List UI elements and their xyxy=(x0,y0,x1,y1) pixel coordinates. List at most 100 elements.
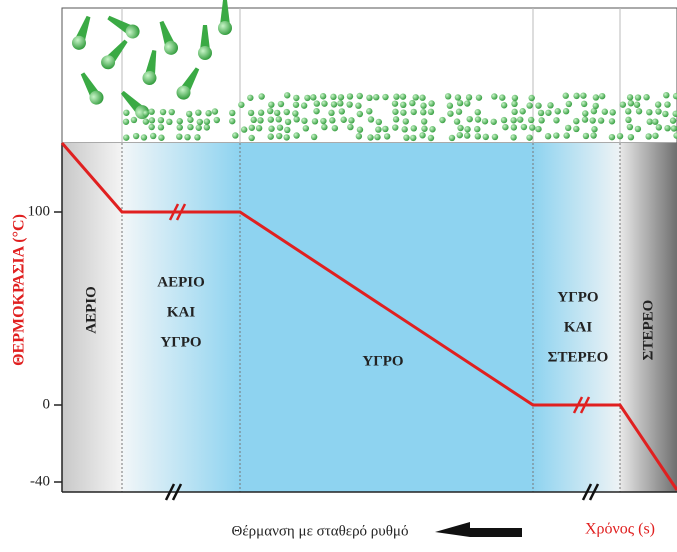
particle xyxy=(545,110,551,116)
particle xyxy=(310,94,316,100)
particle xyxy=(563,93,569,99)
x-axis-label: Χρόνος (s) xyxy=(585,521,655,538)
particle xyxy=(535,102,541,108)
particle xyxy=(400,109,406,115)
particle xyxy=(589,117,595,123)
particle xyxy=(439,117,445,123)
phase-label: ΣΤΕΡΕΟ xyxy=(548,349,609,365)
particle xyxy=(627,94,633,100)
particle xyxy=(511,109,517,115)
particle xyxy=(148,108,154,114)
phase-label: ΚΑΙ xyxy=(564,319,593,335)
particle xyxy=(374,134,380,140)
particle xyxy=(303,125,309,131)
particle xyxy=(512,95,518,101)
particle xyxy=(348,117,354,123)
particle xyxy=(573,118,579,124)
particle xyxy=(636,108,642,114)
y-axis-label: ΘΕΡΜΟΚΡΑΣΙΑ (°C) xyxy=(11,214,28,366)
particle xyxy=(457,125,463,131)
particle xyxy=(321,100,327,106)
particle xyxy=(204,118,210,124)
particle xyxy=(366,108,372,114)
particle xyxy=(457,132,463,138)
particle xyxy=(169,109,175,115)
particle xyxy=(535,126,541,132)
particle xyxy=(553,132,559,138)
particle xyxy=(268,101,274,107)
particle xyxy=(257,117,263,123)
particle xyxy=(598,117,604,123)
particle xyxy=(421,118,427,124)
phase-label: ΑΕΡΙΟ xyxy=(157,274,205,290)
particle xyxy=(196,125,202,131)
particle xyxy=(664,125,670,131)
particle xyxy=(475,109,481,115)
particle xyxy=(581,101,587,107)
particle xyxy=(277,124,283,130)
particle xyxy=(655,101,661,107)
particle xyxy=(329,117,335,123)
particle xyxy=(428,100,434,106)
particle xyxy=(593,94,599,100)
particle xyxy=(321,124,327,130)
particle xyxy=(628,134,634,140)
particle xyxy=(392,124,398,130)
particle xyxy=(610,109,616,115)
arrow xyxy=(435,522,522,537)
particle xyxy=(212,108,218,114)
particle xyxy=(195,109,201,115)
particle xyxy=(447,110,453,116)
diagram: 100 0 -40 ΘΕΡΜΟΚΡΑΣΙΑ (°C) ΑΕΡΙΟ ΑΕΡΙΟ Κ… xyxy=(0,0,677,552)
particle xyxy=(419,132,425,138)
particle xyxy=(583,133,589,139)
particle xyxy=(655,108,661,114)
particle xyxy=(582,110,588,116)
phase-label: ΚΑΙ xyxy=(167,304,196,320)
particle xyxy=(293,95,299,101)
particle xyxy=(293,116,299,122)
particle xyxy=(241,126,247,132)
particle xyxy=(656,124,662,130)
particle xyxy=(285,119,291,125)
particle xyxy=(501,117,507,123)
particle xyxy=(670,117,676,123)
particle xyxy=(367,134,373,140)
particle xyxy=(526,102,532,108)
particle xyxy=(278,101,284,107)
particle xyxy=(392,100,398,106)
particle xyxy=(445,93,451,99)
particle xyxy=(148,124,154,130)
particle xyxy=(563,132,569,138)
particle xyxy=(123,134,129,140)
particle xyxy=(133,133,139,139)
particle xyxy=(428,135,434,141)
particle xyxy=(382,94,388,100)
particle xyxy=(320,93,326,99)
particle xyxy=(251,117,257,123)
particle xyxy=(400,102,406,108)
particle xyxy=(258,93,264,99)
particle xyxy=(573,93,579,99)
particle xyxy=(149,117,155,123)
particle xyxy=(143,118,149,124)
particle xyxy=(274,110,280,116)
particle xyxy=(664,101,670,107)
particle xyxy=(663,92,669,98)
particle xyxy=(355,103,361,109)
particle xyxy=(563,108,569,114)
particle xyxy=(645,133,651,139)
particle xyxy=(517,116,523,122)
phase-label: ΥΓΡΟ xyxy=(557,289,598,305)
particle xyxy=(301,102,307,108)
particle xyxy=(393,116,399,122)
particle xyxy=(218,21,232,35)
particle xyxy=(160,109,166,115)
particle xyxy=(401,126,407,132)
particle xyxy=(521,124,527,130)
particle xyxy=(593,103,599,109)
particle xyxy=(293,132,299,138)
particle xyxy=(187,124,193,130)
particle xyxy=(268,116,274,122)
particle xyxy=(330,94,336,100)
